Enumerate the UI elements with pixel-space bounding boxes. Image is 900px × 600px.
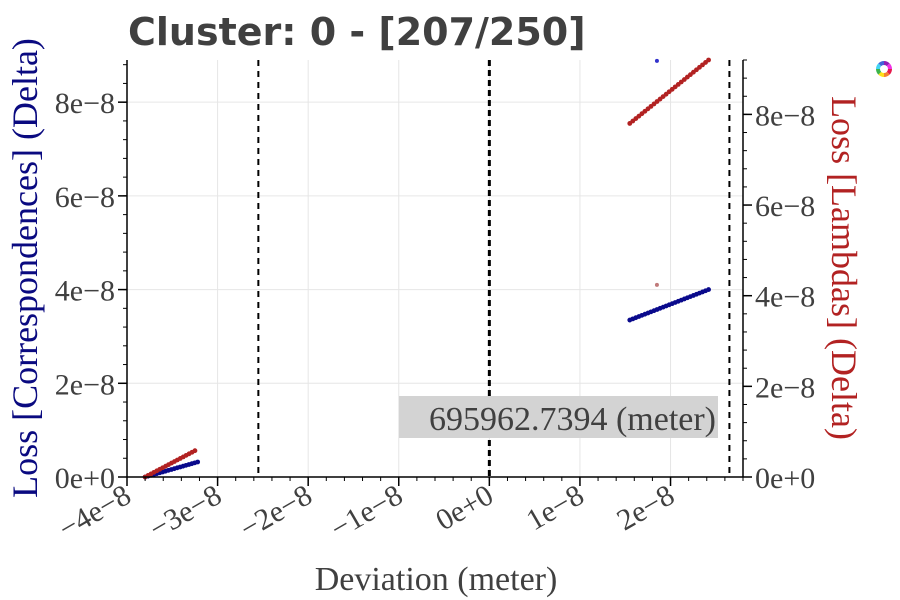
color-wheel-segment [884,71,890,77]
y-right-tick-label: 2e−8 [755,371,815,404]
lambda-loss-point [706,57,711,63]
y-left-tick-label: 2e−8 [55,368,115,401]
lambda-loss-point [192,448,198,454]
x-axis-title: Deviation (meter) [315,561,558,598]
x-tick-label: −1e−8 [325,478,408,545]
color-wheel-segment [876,69,882,75]
x-tick-label: −2e−8 [234,478,317,545]
vertical-reference-lines [257,60,731,477]
y-right-tick-label: 8e−8 [755,99,815,132]
y-right-tick-label: 0e+0 [755,462,815,495]
x-tick-label: 1e−8 [521,478,590,537]
annotation-background [399,396,718,438]
x-tick-label: −3e−8 [144,478,227,545]
y-left-tick-label: 4e−8 [55,275,115,308]
y-left-tick-label: 0e+0 [55,462,115,495]
color-wheel-segment [884,61,890,67]
y-right-tick-label: 6e−8 [755,190,815,223]
grid [126,60,743,478]
color-wheel-icon[interactable] [876,61,892,77]
y-right-tick-label: 4e−8 [755,281,815,314]
outlier-point [654,58,659,63]
color-wheel-segment [876,63,882,69]
color-wheel-segment [878,71,884,77]
annotation-text: 695962.7394 (meter) [429,401,716,438]
x-tick-label: 0e+0 [430,478,499,537]
chart-title: Cluster: 0 - [207/250] [128,10,586,54]
color-wheel-segment [886,63,892,69]
color-wheel-segment [878,61,884,67]
y-left-tick-label: 6e−8 [55,181,115,214]
y-left-tick-label: 8e−8 [55,87,115,120]
annotation-box: 695962.7394 (meter) [399,396,718,438]
correspondence-loss-point [706,287,711,292]
axes: −4e−8 −3e−8 −2e−8 −1e−8 0e+0 1e−8 2e−80e+02e−8… [53,59,815,546]
y-axis-right-title: Loss [Lambdas] (Delta) [824,96,864,440]
series-layer [142,57,711,480]
outlier-point [654,282,659,287]
y-axis-left-title: Loss [Correspondences] (Delta) [5,38,45,498]
correspondence-loss-point [195,459,201,465]
color-wheel-segment [886,69,892,75]
x-tick-label: 2e−8 [611,478,680,537]
